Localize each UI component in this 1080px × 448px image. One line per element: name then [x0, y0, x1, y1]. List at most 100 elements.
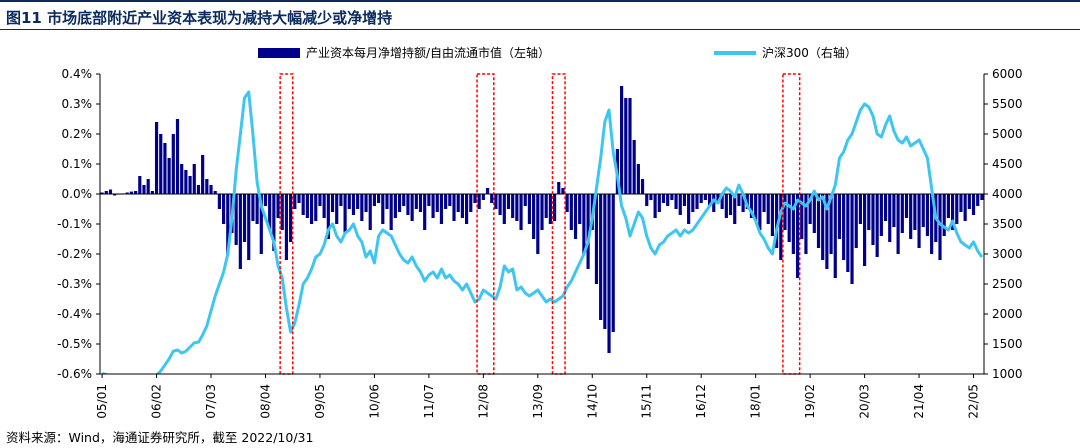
left-tick-label: 0.2% — [62, 127, 93, 141]
bar — [582, 194, 586, 254]
bar — [674, 194, 678, 209]
bar — [515, 194, 519, 221]
bar — [268, 194, 272, 230]
right-tick-label: 5000 — [992, 127, 1023, 141]
bar — [883, 194, 888, 221]
bar — [431, 194, 435, 218]
bar — [213, 191, 217, 194]
bar — [259, 194, 263, 254]
bar — [867, 194, 871, 230]
x-tick-label: 05/01 — [95, 384, 109, 419]
bar — [456, 194, 460, 212]
left-tick-label: -0.6% — [57, 367, 92, 381]
bar — [607, 194, 611, 353]
bar — [427, 194, 431, 206]
bar — [171, 134, 175, 194]
bar — [795, 194, 800, 278]
bar — [305, 194, 309, 218]
bar — [569, 194, 573, 230]
bar — [163, 143, 167, 194]
bar — [791, 194, 795, 254]
bar — [255, 194, 259, 224]
x-axis: 05/01 06/02 07/03 08/04 09/05 10/06 11/07 12/08… — [95, 373, 984, 419]
bar — [661, 194, 666, 203]
bar — [435, 194, 439, 212]
left-tick-label: -0.3% — [57, 277, 92, 291]
bar — [192, 164, 196, 194]
bar — [167, 158, 171, 194]
bar — [242, 194, 247, 242]
bar — [837, 194, 842, 239]
bar — [339, 194, 343, 206]
bar — [100, 192, 104, 194]
bar — [511, 194, 515, 218]
bar — [506, 194, 511, 209]
bar — [356, 194, 360, 209]
bar — [565, 194, 569, 212]
hs300-line — [101, 90, 984, 374]
bar — [301, 194, 305, 215]
bar — [624, 98, 628, 194]
bar — [938, 194, 942, 260]
bar — [196, 185, 201, 194]
bar — [226, 194, 230, 254]
bar — [682, 194, 687, 206]
bar — [146, 179, 150, 194]
bar — [293, 194, 297, 209]
bar — [716, 194, 720, 203]
combo-chart: 产业资本每月净增持额/自由流通市值（左轴） 沪深300（右轴） 0.4% 0.3%… — [57, 45, 1023, 419]
bar — [125, 192, 129, 194]
bar — [272, 194, 276, 251]
bar — [854, 194, 858, 248]
legend-bar-label: 产业资本每月净增持额/自由流通市值（左轴） — [306, 45, 550, 60]
bar — [879, 194, 883, 236]
bar — [871, 194, 875, 245]
bar — [402, 194, 406, 206]
bar — [578, 194, 582, 224]
bar — [976, 194, 980, 206]
bar — [833, 194, 837, 278]
bar — [842, 194, 846, 260]
bar — [603, 194, 607, 329]
left-tick-label: 0.1% — [62, 157, 93, 171]
bar — [900, 194, 904, 233]
bar — [209, 185, 213, 194]
bar — [108, 189, 113, 194]
x-tick-label: 09/05 — [313, 384, 327, 419]
bar — [963, 194, 967, 221]
bar — [645, 194, 649, 206]
bar — [263, 194, 268, 206]
bar — [787, 194, 791, 242]
bar — [385, 194, 389, 209]
bar — [653, 194, 657, 218]
left-tick-label: 0.0% — [62, 187, 93, 201]
bar — [452, 194, 456, 221]
bar — [129, 191, 134, 194]
bar — [670, 194, 674, 200]
bar — [678, 194, 682, 215]
x-tick-label: 21/04 — [912, 384, 926, 419]
bar — [950, 194, 955, 230]
bar — [418, 194, 423, 212]
bar — [448, 194, 452, 206]
bar — [942, 194, 946, 236]
bar — [234, 194, 238, 245]
bar — [439, 194, 444, 224]
highlight-boxes — [279, 73, 801, 375]
bar — [896, 194, 900, 254]
bar — [406, 194, 410, 215]
right-tick-label: 4500 — [992, 157, 1023, 171]
bar — [201, 155, 205, 194]
bar — [377, 194, 381, 203]
bar — [816, 194, 821, 248]
bar — [222, 194, 226, 224]
bar — [360, 194, 364, 221]
bar — [758, 194, 762, 230]
bar — [628, 98, 632, 194]
bar — [372, 194, 377, 206]
bar — [393, 194, 397, 218]
bar — [888, 194, 892, 242]
bar — [494, 194, 498, 209]
bar — [921, 194, 925, 227]
bar — [540, 194, 544, 230]
